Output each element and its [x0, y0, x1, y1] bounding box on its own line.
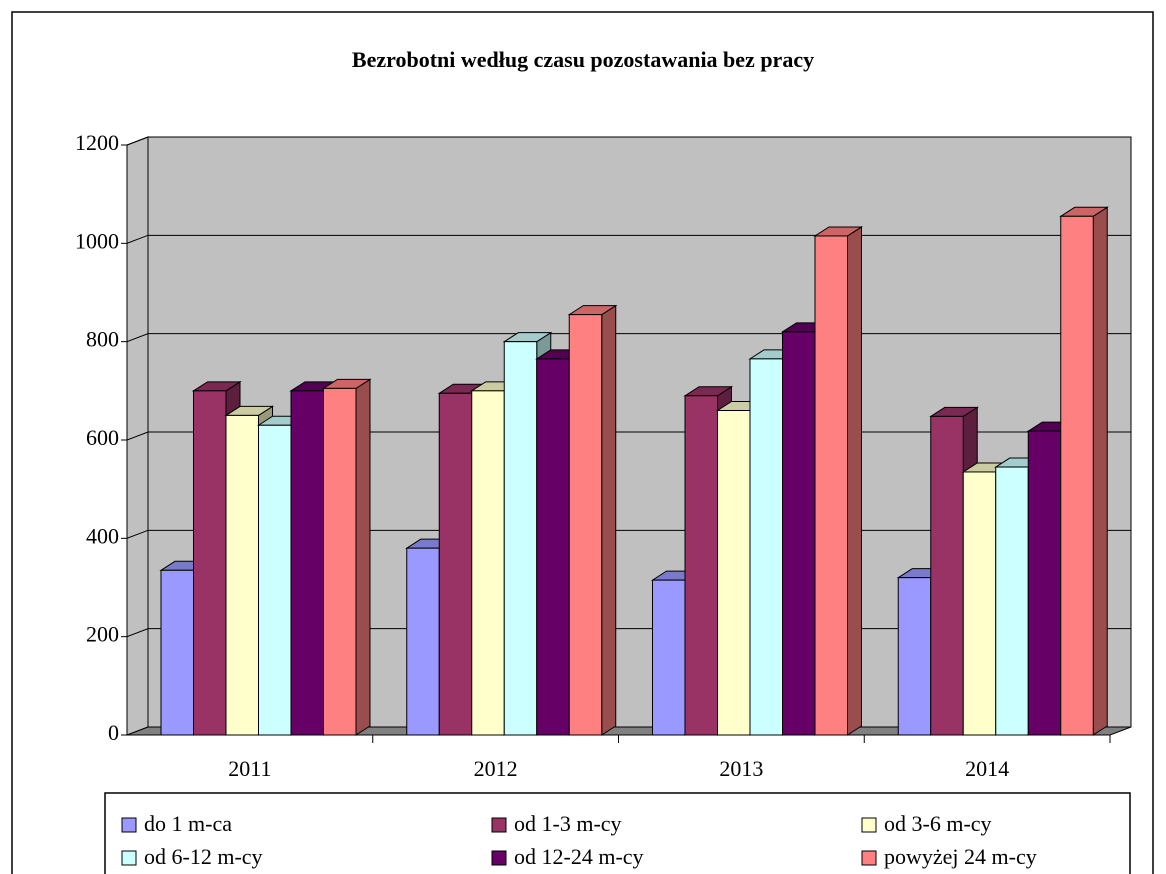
- legend-box: [104, 792, 1131, 874]
- bar: [782, 331, 816, 736]
- bar: [717, 410, 751, 736]
- bar: [1027, 430, 1062, 736]
- bar: [406, 547, 440, 736]
- legend-label: od 6-12 m-cy: [144, 844, 263, 869]
- bar: [471, 390, 505, 736]
- y-tick-label: 600: [86, 425, 119, 450]
- legend-label: od 3-6 m-cy: [884, 811, 992, 836]
- legend-label: od 12-24 m-cy: [514, 844, 644, 869]
- y-tick-label: 800: [86, 327, 119, 352]
- chart-title: Bezrobotni według czasu pozostawania bez…: [352, 47, 814, 72]
- bar: [568, 314, 603, 736]
- y-tick-label: 0: [108, 720, 119, 745]
- bar-side: [355, 378, 371, 736]
- legend-label: do 1 m-ca: [144, 811, 232, 836]
- x-tick-label: 2011: [228, 756, 271, 781]
- bar: [1060, 215, 1094, 736]
- legend-swatch: [491, 817, 507, 833]
- legend-swatch: [121, 817, 137, 833]
- bar: [814, 235, 848, 736]
- y-tick-label: 1000: [75, 228, 119, 253]
- x-tick-label: 2014: [965, 756, 1009, 781]
- bar: [930, 415, 964, 736]
- bar: [290, 390, 324, 736]
- y-tick-label: 200: [86, 622, 119, 647]
- bar: [323, 387, 357, 736]
- legend-label: od 1-3 m-cy: [514, 811, 622, 836]
- bar: [962, 471, 997, 736]
- bar: [897, 577, 932, 736]
- legend-swatch: [861, 817, 877, 833]
- bar-side: [1092, 206, 1108, 736]
- bar: [536, 358, 570, 736]
- bar: [258, 424, 292, 736]
- bar: [749, 358, 783, 736]
- grid-line: [126, 234, 1131, 244]
- bar-side: [847, 226, 862, 736]
- legend-label: powyżej 24 m-cy: [884, 844, 1037, 869]
- x-tick-label: 2013: [719, 756, 763, 781]
- bar: [193, 390, 227, 736]
- legend-swatch: [491, 850, 507, 866]
- bar-side: [601, 304, 617, 736]
- bar: [652, 579, 686, 736]
- grid-line: [126, 136, 1131, 146]
- y-tick-label: 400: [86, 523, 119, 548]
- bar: [503, 341, 538, 736]
- x-tick-label: 2012: [474, 756, 518, 781]
- bar: [160, 569, 194, 736]
- legend-swatch: [861, 850, 877, 866]
- bar: [438, 392, 473, 736]
- bar: [684, 395, 718, 736]
- bar: [995, 466, 1029, 736]
- y-tick-label: 1200: [75, 130, 119, 155]
- bar: [225, 414, 259, 736]
- legend-swatch: [121, 850, 137, 866]
